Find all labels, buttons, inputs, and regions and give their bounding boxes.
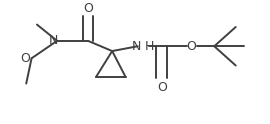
- Text: N: N: [48, 34, 58, 47]
- Text: O: O: [187, 40, 196, 53]
- Text: O: O: [21, 52, 31, 65]
- Text: N: N: [131, 40, 141, 53]
- Text: H: H: [144, 40, 154, 53]
- Text: O: O: [83, 2, 93, 15]
- Text: O: O: [157, 81, 167, 94]
